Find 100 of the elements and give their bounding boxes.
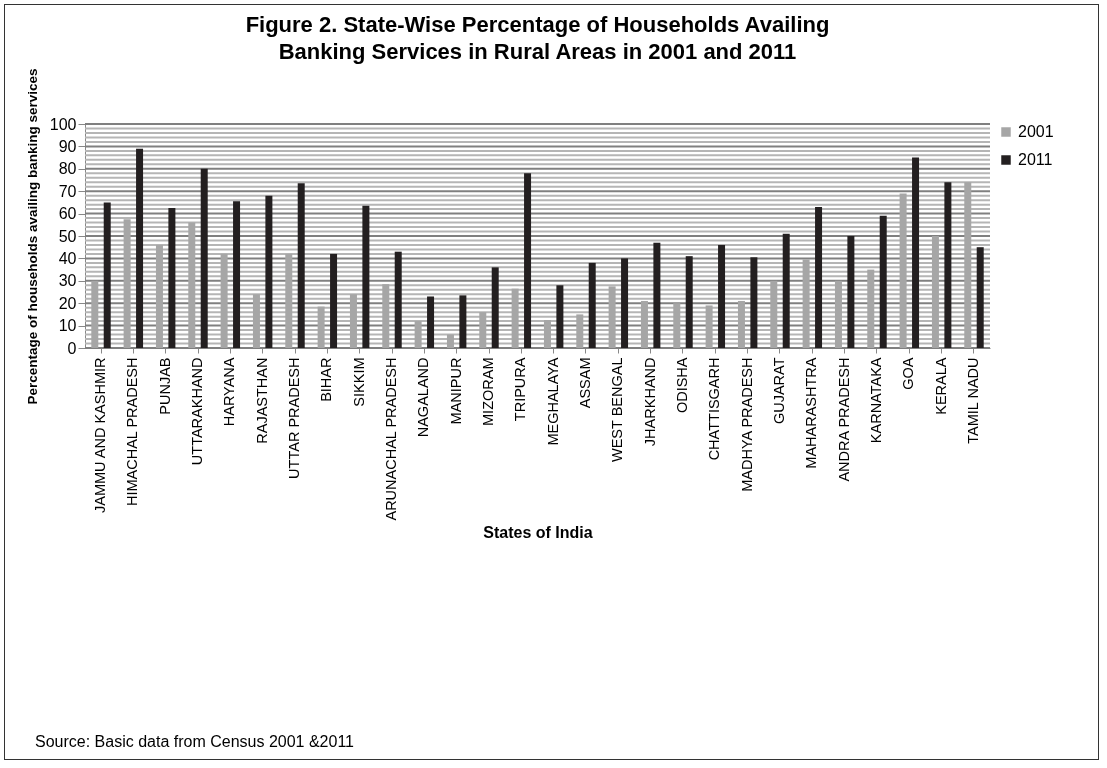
y-tick-label: 100 (49, 115, 77, 133)
x-tick-label: SIKKIM (350, 357, 367, 407)
bar (847, 236, 855, 348)
bar (802, 259, 810, 348)
bar (252, 294, 260, 348)
y-tick-label: 30 (58, 272, 77, 290)
bar (362, 205, 370, 348)
bar (608, 286, 616, 348)
bar (964, 182, 972, 348)
bar (705, 305, 713, 348)
x-tick-label: KERALA (932, 357, 949, 415)
bar (524, 173, 532, 348)
y-tick-label: 80 (58, 160, 77, 178)
bar (285, 253, 293, 348)
bar (459, 295, 467, 348)
x-axis-title: States of India (483, 524, 593, 542)
x-tick-label: UTTAR PRADESH (286, 357, 302, 479)
x-tick-label: MAHARASHTRA (803, 357, 820, 469)
bar (491, 267, 499, 348)
x-tick-label: NAGALAND (415, 357, 432, 438)
y-tick-label: 90 (58, 137, 77, 155)
x-tick-label: KARNATAKA (868, 357, 884, 444)
y-tick-label: 40 (58, 249, 77, 267)
bar (640, 300, 648, 348)
bar (815, 206, 823, 348)
bar (737, 300, 745, 348)
bar (317, 306, 325, 348)
x-tick-label: HARYANA (221, 357, 238, 427)
y-tick-label: 60 (58, 205, 77, 223)
bar (330, 253, 338, 348)
bar (653, 242, 661, 348)
bar (511, 288, 519, 348)
x-tick-label: WEST BENGAL (609, 357, 626, 462)
bar (103, 202, 111, 348)
bar (233, 201, 241, 348)
bar (136, 148, 144, 348)
x-tick-label: MANIPUR (447, 357, 464, 425)
x-tick-label: ASSAM (577, 357, 593, 409)
bar (912, 157, 920, 348)
bar (770, 280, 778, 348)
bar (621, 258, 629, 348)
x-tick-label: ANDRA PRADESH (835, 357, 852, 482)
bar (394, 251, 402, 348)
bar (834, 280, 842, 348)
bar (200, 168, 208, 348)
x-tick-label: PUNJAB (156, 357, 173, 415)
x-tick-label: MIZORAM (480, 357, 496, 426)
legend-label: 2001 (1018, 123, 1054, 140)
x-tick-label: CHATTISGARH (706, 357, 723, 461)
bar (123, 219, 131, 348)
chart-title: Figure 2. State-Wise Percentage of Households Availing Banking Services in Rural Areas in 2001 and 2011 (245, 11, 830, 64)
bar (556, 285, 564, 348)
bar (673, 303, 681, 348)
y-tick-label: 0 (67, 339, 77, 357)
y-tick-label: 70 (58, 182, 77, 200)
x-tick-label: ARUNACHAL PRADESH (383, 357, 399, 521)
bar (479, 312, 487, 348)
bar (220, 253, 228, 348)
bar (718, 244, 726, 348)
bar (944, 182, 952, 348)
bar (931, 236, 939, 348)
legend-label: 2011 (1018, 151, 1053, 168)
y-tick-label: 10 (58, 317, 77, 335)
bar (188, 222, 196, 348)
bar (349, 294, 357, 348)
x-tick-label: GUJARAT (771, 357, 787, 425)
y-tick-label: 50 (58, 227, 77, 245)
x-tick-label: RAJASTHAN (253, 357, 270, 444)
source-note: Source: Basic data from Census 2001 &2011 (35, 733, 354, 751)
x-tick-label: BIHAR (318, 357, 335, 402)
bar (382, 284, 390, 348)
x-tick-label: JHARKHAND (641, 357, 658, 447)
bar (976, 247, 984, 348)
bar (685, 256, 693, 348)
bar (750, 257, 758, 348)
x-tick-label: TAMIL NADU (965, 357, 981, 444)
bar (879, 215, 887, 348)
bar (446, 334, 454, 348)
bar (414, 321, 422, 348)
bar (576, 314, 584, 348)
bar (297, 183, 305, 348)
bar (155, 244, 163, 348)
x-tick-label: MADHYA PRADESH (738, 357, 755, 492)
y-axis-title: Percentage of households availing banking services (24, 68, 40, 405)
x-tick-label: MEGHALAYA (544, 357, 561, 446)
bar (782, 233, 790, 348)
bar (91, 280, 99, 348)
y-tick-label: 20 (58, 294, 77, 312)
bar (168, 208, 176, 348)
bar (543, 320, 551, 348)
bar (899, 193, 907, 348)
x-tick-label: TRIPURA (512, 357, 529, 422)
x-tick-label: UTTARAKHAND (189, 357, 205, 466)
bar (588, 262, 596, 348)
bar (427, 296, 435, 348)
x-tick-label: JAMMU AND KASHMIR (92, 357, 108, 513)
bar (265, 195, 273, 348)
x-tick-label: ODISHA (674, 357, 690, 414)
bar (867, 269, 875, 348)
x-tick-label: HIMACHAL PRADESH (124, 357, 141, 507)
